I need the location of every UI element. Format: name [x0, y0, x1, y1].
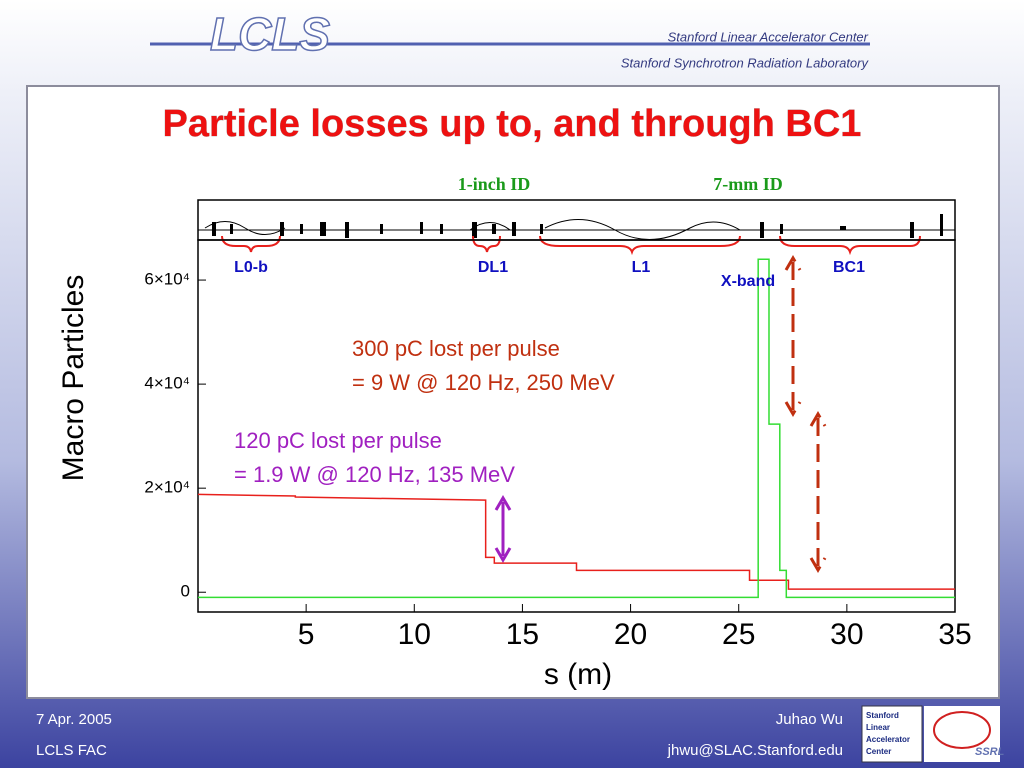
- y-tick-label: 4×10⁴: [144, 374, 190, 393]
- footer-event: LCLS FAC: [36, 742, 107, 759]
- annotation: X-band: [721, 273, 775, 290]
- annotation: = 9 W @ 120 Hz, 250 MeV: [352, 370, 615, 395]
- y-tick-label: 6×10⁴: [144, 270, 190, 289]
- logo: LCLS: [210, 8, 330, 60]
- footer-email: jhwu@SLAC.Stanford.edu: [667, 742, 843, 759]
- slac-badge: [861, 705, 923, 763]
- x-tick-label: 15: [506, 618, 539, 651]
- braces: [221, 235, 921, 256]
- ssrl-ring: [933, 711, 991, 749]
- x-tick-label: 25: [722, 618, 755, 651]
- annotation: L0-b: [234, 259, 268, 276]
- badge-line: Linear: [866, 723, 890, 732]
- footer-author: Juhao Wu: [776, 711, 843, 728]
- ssrl-badge: [924, 706, 1000, 762]
- annotation: 120 pC lost per pulse: [234, 428, 442, 453]
- ssrl-text: SSRL: [975, 746, 1005, 758]
- series-line: [198, 258, 955, 599]
- slide-title: Particle losses up to, and through BC1: [163, 103, 862, 145]
- org-name: Stanford Synchrotron Radiation Laborator…: [621, 55, 870, 70]
- annotation: 300 pC lost per pulse: [352, 336, 560, 361]
- x-tick-label: 10: [398, 618, 431, 651]
- x-tick-label: 35: [938, 618, 971, 651]
- annotation: BC1: [833, 259, 865, 276]
- y-tick-label: 0: [181, 582, 190, 601]
- annotation: = 1.9 W @ 120 Hz, 135 MeV: [234, 462, 515, 487]
- plot-frame: [197, 239, 956, 613]
- org-name: Stanford Linear Accelerator Center: [668, 29, 869, 44]
- arrows: [494, 255, 827, 573]
- annotation: DL1: [478, 259, 508, 276]
- annotation: 1-inch ID: [458, 174, 531, 194]
- slide-panel: [26, 85, 1000, 699]
- x-tick-label: 20: [614, 618, 647, 651]
- badge-line: Center: [866, 747, 891, 756]
- x-tick-label: 5: [298, 618, 315, 651]
- badge-line: Stanford: [866, 711, 899, 720]
- badge-line: Accelerator: [866, 735, 910, 744]
- footer-date: 7 Apr. 2005: [36, 711, 112, 728]
- series-line: [197, 493, 955, 590]
- x-axis-label: s (m): [544, 658, 612, 691]
- annotation: L1: [632, 259, 651, 276]
- y-axis-label: Macro Particles: [57, 275, 90, 482]
- y-tick-label: 2×10⁴: [144, 478, 190, 497]
- x-tick-label: 30: [830, 618, 863, 651]
- annotation: 7-mm ID: [713, 174, 783, 194]
